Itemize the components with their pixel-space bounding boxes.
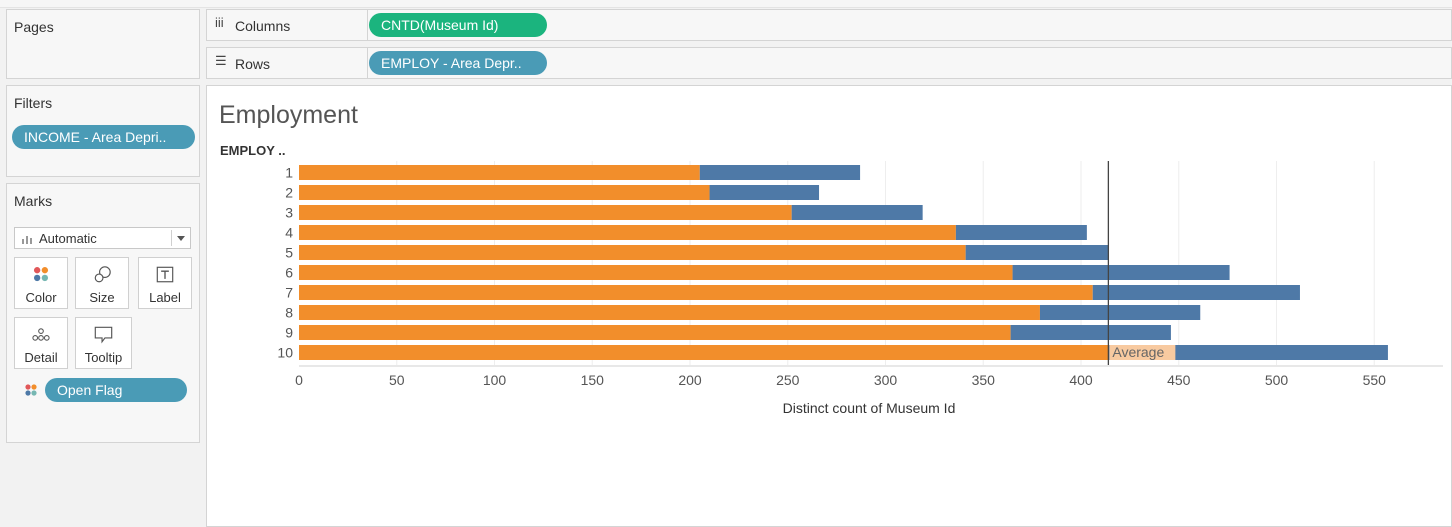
bar-open bbox=[299, 285, 1093, 300]
row-label: 6 bbox=[285, 265, 293, 281]
color-label: Color bbox=[25, 290, 57, 305]
bar-closed bbox=[699, 165, 861, 180]
x-tick-label: 350 bbox=[972, 372, 996, 388]
x-tick-label: 300 bbox=[874, 372, 898, 388]
tooltip-button[interactable]: Tooltip bbox=[75, 317, 132, 369]
bar-open bbox=[299, 345, 1109, 360]
x-tick-label: 0 bbox=[295, 372, 303, 388]
pages-card: Pages bbox=[6, 9, 200, 79]
detail-icon bbox=[32, 328, 50, 341]
bar-open bbox=[299, 305, 1040, 320]
row-label: 4 bbox=[285, 225, 293, 241]
bar-chart-icon bbox=[22, 236, 32, 244]
columns-label: Columns bbox=[235, 18, 291, 34]
row-label: 7 bbox=[285, 285, 293, 301]
bar-closed bbox=[1039, 305, 1201, 320]
color-pill-open-flag[interactable]: Open Flag bbox=[45, 378, 187, 402]
average-label-background bbox=[1109, 345, 1176, 360]
bar-open bbox=[299, 165, 700, 180]
columns-pill-cntd-museum-id[interactable]: CNTD(Museum Id) bbox=[369, 13, 547, 37]
dropdown-chevron-icon[interactable] bbox=[177, 236, 185, 241]
rows-shelf-label: ☰ Rows bbox=[207, 48, 368, 78]
size-label: Size bbox=[89, 290, 115, 305]
tooltip-label: Tooltip bbox=[84, 350, 123, 365]
mark-type-dropdown[interactable]: Automatic bbox=[14, 227, 191, 249]
label-label: Label bbox=[149, 290, 181, 305]
row-label: 2 bbox=[285, 185, 293, 201]
row-label: 9 bbox=[285, 325, 293, 341]
x-tick-label: 100 bbox=[483, 372, 507, 388]
bar-open bbox=[299, 205, 792, 220]
bar-open bbox=[299, 325, 1011, 340]
x-tick-label: 400 bbox=[1069, 372, 1093, 388]
x-tick-label: 50 bbox=[389, 372, 405, 388]
columns-shelf: iii Columns CNTD(Museum Id) bbox=[206, 9, 1452, 41]
columns-shelf-label: iii Columns bbox=[207, 10, 368, 40]
color-icon bbox=[33, 267, 49, 282]
x-tick-label: 550 bbox=[1363, 372, 1387, 388]
bar-closed bbox=[965, 245, 1109, 260]
row-label: 5 bbox=[285, 245, 293, 261]
rows-pill-employ[interactable]: EMPLOY - Area Depr.. bbox=[369, 51, 547, 75]
bar-closed bbox=[1092, 285, 1300, 300]
filters-title: Filters bbox=[14, 95, 53, 111]
row-label: 8 bbox=[285, 305, 293, 321]
top-toolbar-strip bbox=[0, 0, 1452, 8]
average-label: Average bbox=[1112, 344, 1164, 360]
pages-title: Pages bbox=[14, 19, 54, 35]
filter-pill-income[interactable]: INCOME - Area Depri.. bbox=[12, 125, 195, 149]
filters-card: Filters INCOME - Area Depri.. bbox=[6, 85, 200, 177]
marks-title: Marks bbox=[14, 193, 53, 209]
row-label: 3 bbox=[285, 205, 293, 221]
color-button[interactable]: Color bbox=[14, 257, 68, 309]
size-icon bbox=[94, 266, 111, 283]
x-tick-label: 150 bbox=[581, 372, 605, 388]
bar-open bbox=[299, 225, 956, 240]
rows-icon: ☰ bbox=[215, 53, 227, 68]
rows-label: Rows bbox=[235, 56, 271, 72]
bar-closed bbox=[1010, 325, 1171, 340]
bar-closed bbox=[955, 225, 1087, 240]
row-header-employ: EMPLOY .. bbox=[220, 143, 286, 158]
label-button[interactable]: Label bbox=[138, 257, 192, 309]
row-label: 10 bbox=[277, 345, 293, 361]
x-tick-label: 200 bbox=[678, 372, 702, 388]
color-field-icon bbox=[25, 384, 37, 396]
bar-open bbox=[299, 185, 710, 200]
mark-type-value: Automatic bbox=[39, 231, 97, 246]
detail-button[interactable]: Detail bbox=[14, 317, 68, 369]
bar-chart: 1 2 3 4 5 6 7 8 9 10 Average 0 50 100 150 200 250 300 350 4… bbox=[277, 161, 1443, 416]
bar-closed bbox=[1108, 345, 1388, 360]
rows-shelf: ☰ Rows EMPLOY - Area Depr.. bbox=[206, 47, 1452, 79]
bar-closed bbox=[1012, 265, 1230, 280]
bar-closed bbox=[709, 185, 820, 200]
x-axis-title: Distinct count of Museum Id bbox=[783, 400, 956, 416]
viz-area: Employment EMPLOY .. 1 2 3 4 5 6 7 8 9 10 Average 0… bbox=[206, 85, 1452, 527]
bar-closed bbox=[791, 205, 923, 220]
bar-open bbox=[299, 265, 1013, 280]
tooltip-icon bbox=[94, 326, 113, 344]
bar-open bbox=[299, 245, 966, 260]
size-button[interactable]: Size bbox=[75, 257, 129, 309]
x-tick-label: 450 bbox=[1167, 372, 1191, 388]
x-tick-label: 500 bbox=[1265, 372, 1289, 388]
dropdown-separator bbox=[171, 230, 172, 246]
columns-icon: iii bbox=[215, 15, 224, 30]
row-label: 1 bbox=[285, 165, 293, 181]
marks-card: Marks Automatic Color Size Label bbox=[6, 183, 200, 443]
chart-title: Employment bbox=[219, 101, 358, 129]
label-icon bbox=[156, 266, 174, 283]
x-tick-label: 250 bbox=[776, 372, 800, 388]
detail-label: Detail bbox=[24, 350, 58, 365]
